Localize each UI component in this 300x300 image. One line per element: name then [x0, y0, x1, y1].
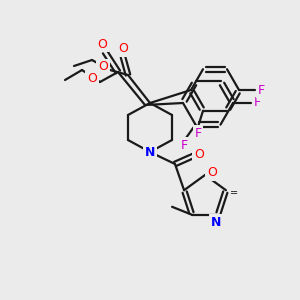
Text: O: O	[207, 167, 217, 179]
Text: =: =	[230, 188, 238, 198]
Text: O: O	[98, 61, 108, 74]
Text: F: F	[254, 97, 261, 110]
Text: N: N	[145, 146, 155, 158]
Text: F: F	[257, 83, 265, 97]
Text: O: O	[87, 73, 97, 85]
Text: O: O	[118, 43, 128, 56]
Text: F: F	[181, 139, 188, 152]
Text: O: O	[194, 148, 204, 160]
Text: O: O	[97, 38, 107, 50]
Text: F: F	[194, 127, 202, 140]
Text: N: N	[211, 216, 221, 229]
